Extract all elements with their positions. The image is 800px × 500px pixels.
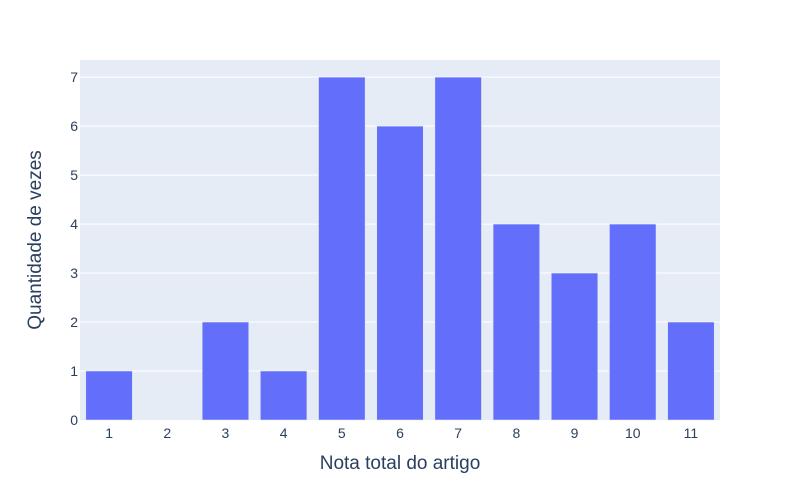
y-tick-label: 0 <box>70 412 78 428</box>
y-tick-label: 1 <box>70 363 78 379</box>
x-tick-label: 8 <box>512 425 520 441</box>
y-tick-label: 4 <box>70 216 78 232</box>
bars <box>85 76 715 421</box>
x-tick-label: 6 <box>396 425 404 441</box>
x-tick-label: 10 <box>625 425 641 441</box>
bar-6 <box>376 125 424 421</box>
y-tick-label: 7 <box>70 69 78 85</box>
x-tick-label: 7 <box>454 425 462 441</box>
bar-5 <box>318 76 366 421</box>
bar-9 <box>551 272 599 421</box>
x-tick-label: 5 <box>338 425 346 441</box>
bar-3 <box>201 321 249 421</box>
y-tick-label: 5 <box>70 167 78 183</box>
x-axis-title: Nota total do artigo <box>320 453 481 474</box>
y-tick-label: 3 <box>70 265 78 281</box>
x-tick-labels: 1 2 3 4 5 6 7 8 9 10 11 <box>105 425 698 441</box>
y-tick-label: 2 <box>70 314 78 330</box>
y-axis-title: Quantidade de vezes <box>25 150 46 330</box>
x-tick-label: 3 <box>222 425 230 441</box>
bar-4 <box>260 370 308 421</box>
x-tick-label: 1 <box>105 425 113 441</box>
bar-7 <box>434 76 482 421</box>
x-tick-label: 4 <box>280 425 288 441</box>
x-tick-label: 9 <box>571 425 579 441</box>
y-tick-labels: 0 1 2 3 4 5 6 7 <box>70 69 78 428</box>
bar-8 <box>492 223 540 421</box>
y-tick-label: 6 <box>70 118 78 134</box>
x-tick-label: 2 <box>163 425 171 441</box>
bar-10 <box>609 223 657 421</box>
bar-11 <box>667 321 715 421</box>
x-tick-label: 11 <box>684 425 699 441</box>
bar-1 <box>85 370 133 421</box>
